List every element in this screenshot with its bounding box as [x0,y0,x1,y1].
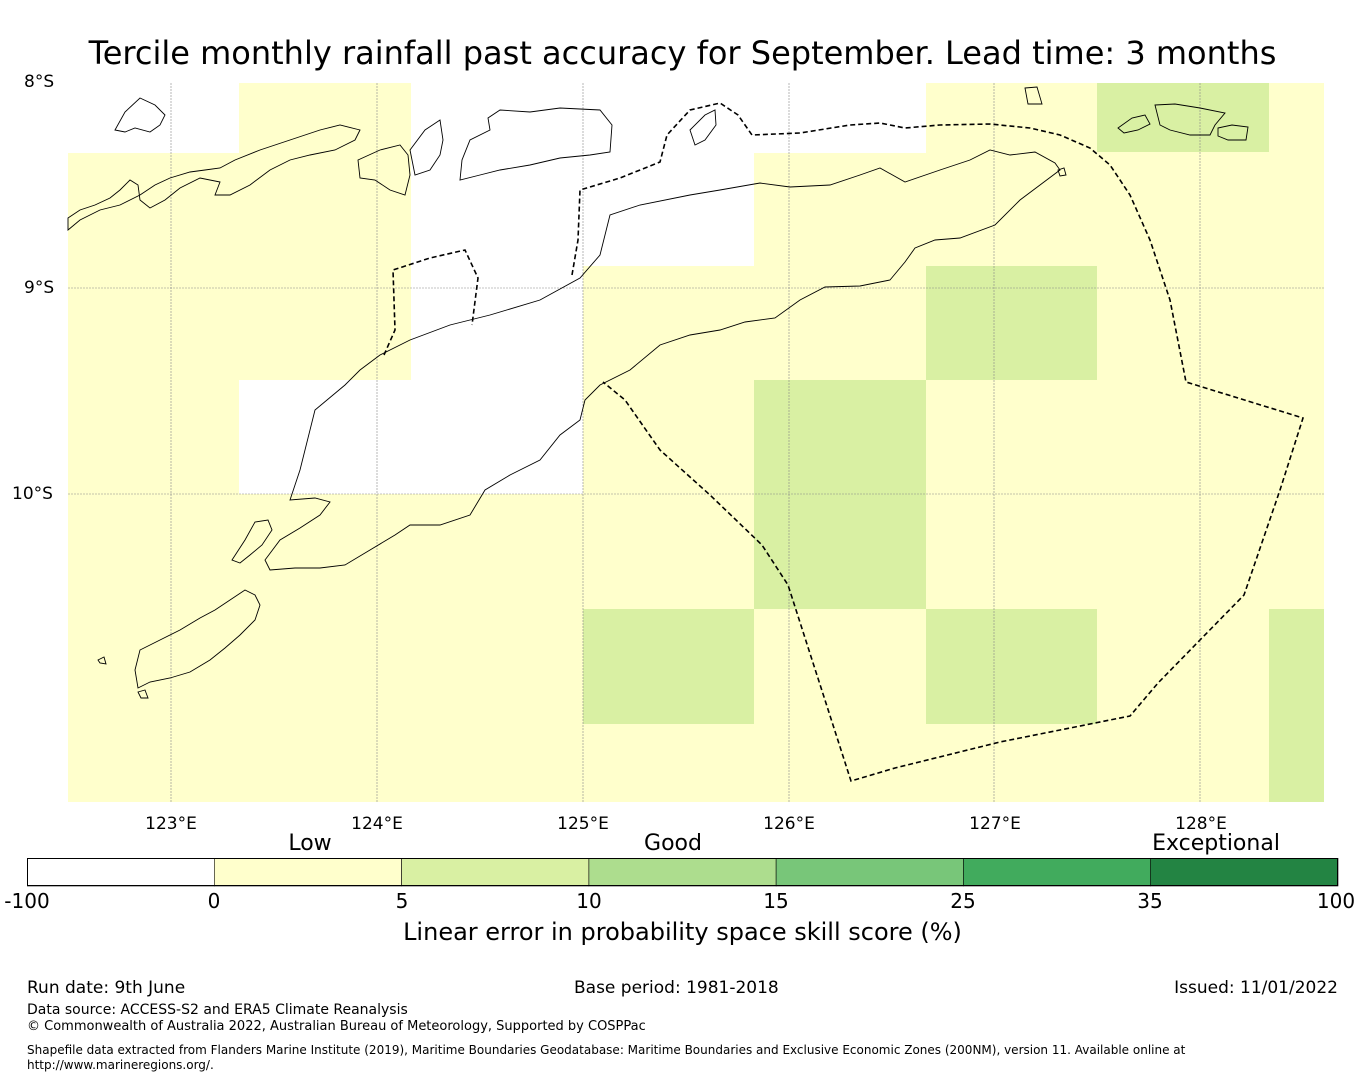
legend-category-exceptional: Exceptional [1152,831,1280,856]
colorbar-tick: 0 [207,889,221,913]
colorbar-bin [588,858,777,887]
colorbar-bin [963,858,1152,887]
data-source: Data source: ACCESS-S2 and ERA5 Climate … [27,1002,408,1018]
base-period: Base period: 1981-2018 [574,978,779,998]
colorbar-bin [214,858,402,887]
colorbar-bin [1150,858,1339,887]
colorbar-bin [27,858,215,887]
colorbar [27,858,1339,887]
eez-boundaries [383,102,1305,782]
good-cells [583,83,1324,802]
map-title: Tercile monthly rainfall past accuracy f… [88,34,1277,72]
legend-category-low: Low [288,831,332,856]
shapefile-credit: Shapefile data extracted from Flanders M… [27,1043,1186,1057]
lon-label: 128°E [1175,814,1227,834]
no-data-cells [68,83,926,494]
lon-label: 126°E [763,814,815,834]
colorbar-tick: 35 [1137,889,1163,913]
colorbar-bin [401,858,590,887]
colorbar-tick: 5 [395,889,409,913]
legend-category-good: Good [644,831,702,856]
lon-label: 123°E [145,814,197,834]
run-date: Run date: 9th June [27,978,186,998]
lon-label: 125°E [557,814,609,834]
colorbar-tick: -100 [4,889,50,913]
gridlines [68,83,1324,802]
issued-date: Issued: 11/01/2022 [1174,978,1338,998]
colorbar-tick: 25 [950,889,976,913]
lon-label: 127°E [969,814,1021,834]
colorbar-bin [775,858,964,887]
colorbar-tick: 10 [576,889,602,913]
shapefile-url: http://www.marineregions.org/. [27,1058,214,1072]
lat-label: 8°S [24,72,55,92]
colorbar-label: Linear error in probability space skill … [403,918,962,946]
lon-label: 124°E [351,814,403,834]
lat-label: 10°S [12,484,53,504]
lat-label: 9°S [24,278,55,298]
colorbar-tick: 15 [763,889,789,913]
colorbar-tick: 100 [1316,889,1356,913]
copyright: © Commonwealth of Australia 2022, Austra… [27,1019,646,1034]
coastlines [67,86,1249,699]
